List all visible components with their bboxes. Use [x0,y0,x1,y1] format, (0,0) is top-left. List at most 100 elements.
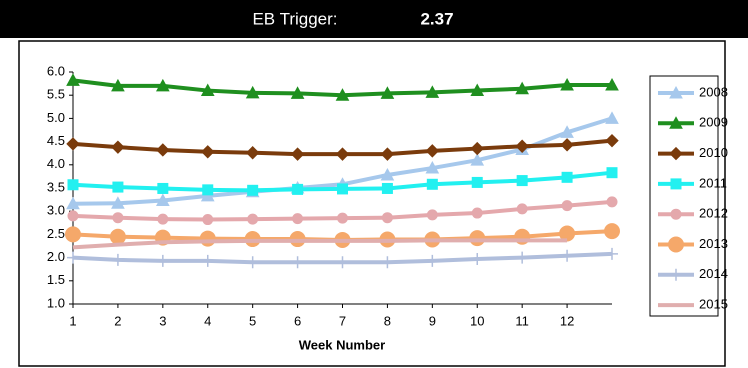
legend-marker [670,178,682,190]
marker [155,78,170,92]
legend-label: 2011 [699,175,727,190]
marker [561,171,573,183]
legend-label: 2009 [699,115,728,130]
marker [560,125,574,138]
marker [560,138,574,152]
marker [561,249,574,262]
marker [156,254,169,267]
marker [561,200,573,212]
marker [381,256,394,269]
marker [515,139,529,153]
marker [112,212,124,224]
header-bar [0,0,748,38]
marker [426,254,439,267]
x-axis-label: Week Number [299,337,385,352]
legend-marker [668,236,684,253]
marker [469,230,486,247]
marker [470,153,485,166]
y-tick-label: 2.5 [47,226,65,241]
marker [604,223,620,240]
marker [200,188,215,202]
marker [111,78,125,92]
legend-label: 2012 [699,206,728,221]
y-tick-label: 3.0 [47,203,65,218]
marker [65,226,81,243]
marker [516,175,528,187]
header-value: 2.37 [420,9,453,28]
legend-marker [670,268,682,281]
y-tick-label: 1.0 [47,295,65,310]
marker [335,88,350,101]
x-tick-label: 11 [515,313,529,328]
marker [426,209,438,221]
x-tick-label: 4 [204,313,211,328]
y-tick-label: 6.0 [47,63,65,78]
marker [202,184,214,196]
marker [515,81,530,95]
marker [111,140,125,154]
marker [470,141,484,156]
marker [426,178,438,190]
marker [560,77,574,91]
marker [335,147,350,161]
marker [112,181,124,193]
x-tick-label: 8 [384,313,391,328]
marker [337,212,348,224]
marker [471,176,483,188]
marker [247,213,259,225]
marker [292,183,304,195]
marker [606,247,618,260]
marker [155,193,170,207]
marker [67,210,79,222]
x-tick-label: 6 [294,313,301,328]
x-tick-label: 9 [429,313,436,328]
marker [516,203,528,215]
marker [245,85,260,99]
marker [471,207,483,219]
y-tick-label: 5.0 [47,110,65,125]
marker [157,182,169,194]
legend-marker [669,85,683,99]
x-tick-label: 1 [69,313,76,328]
legend-marker [670,208,682,220]
marker [156,143,170,157]
marker [201,145,215,159]
marker [425,144,440,158]
series-line [72,238,568,250]
legend-label: 2008 [699,84,728,99]
marker [200,83,215,97]
marker [67,179,79,191]
marker [381,212,393,224]
marker [66,196,80,210]
marker [516,251,529,264]
header-label: EB Trigger: [252,9,337,28]
marker [425,85,440,98]
marker [157,213,169,225]
marker [199,230,216,247]
marker [246,256,259,269]
x-tick-label: 7 [339,313,346,328]
y-tick-label: 4.5 [47,133,65,148]
marker [292,213,304,225]
marker [471,252,484,265]
marker [380,86,395,99]
legend-label: 2013 [699,236,728,251]
legend-label: 2010 [699,145,728,160]
y-tick-label: 3.5 [47,179,65,194]
marker [111,196,125,209]
marker [606,167,618,179]
x-tick-label: 12 [560,313,574,328]
marker [202,214,214,226]
marker [380,167,395,181]
x-tick-label: 3 [159,313,166,328]
marker [605,133,619,148]
marker [337,183,348,195]
marker [470,83,485,97]
marker [290,86,305,99]
marker [380,147,395,161]
marker [605,77,619,91]
marker [247,184,259,196]
y-tick-label: 1.5 [47,272,65,287]
